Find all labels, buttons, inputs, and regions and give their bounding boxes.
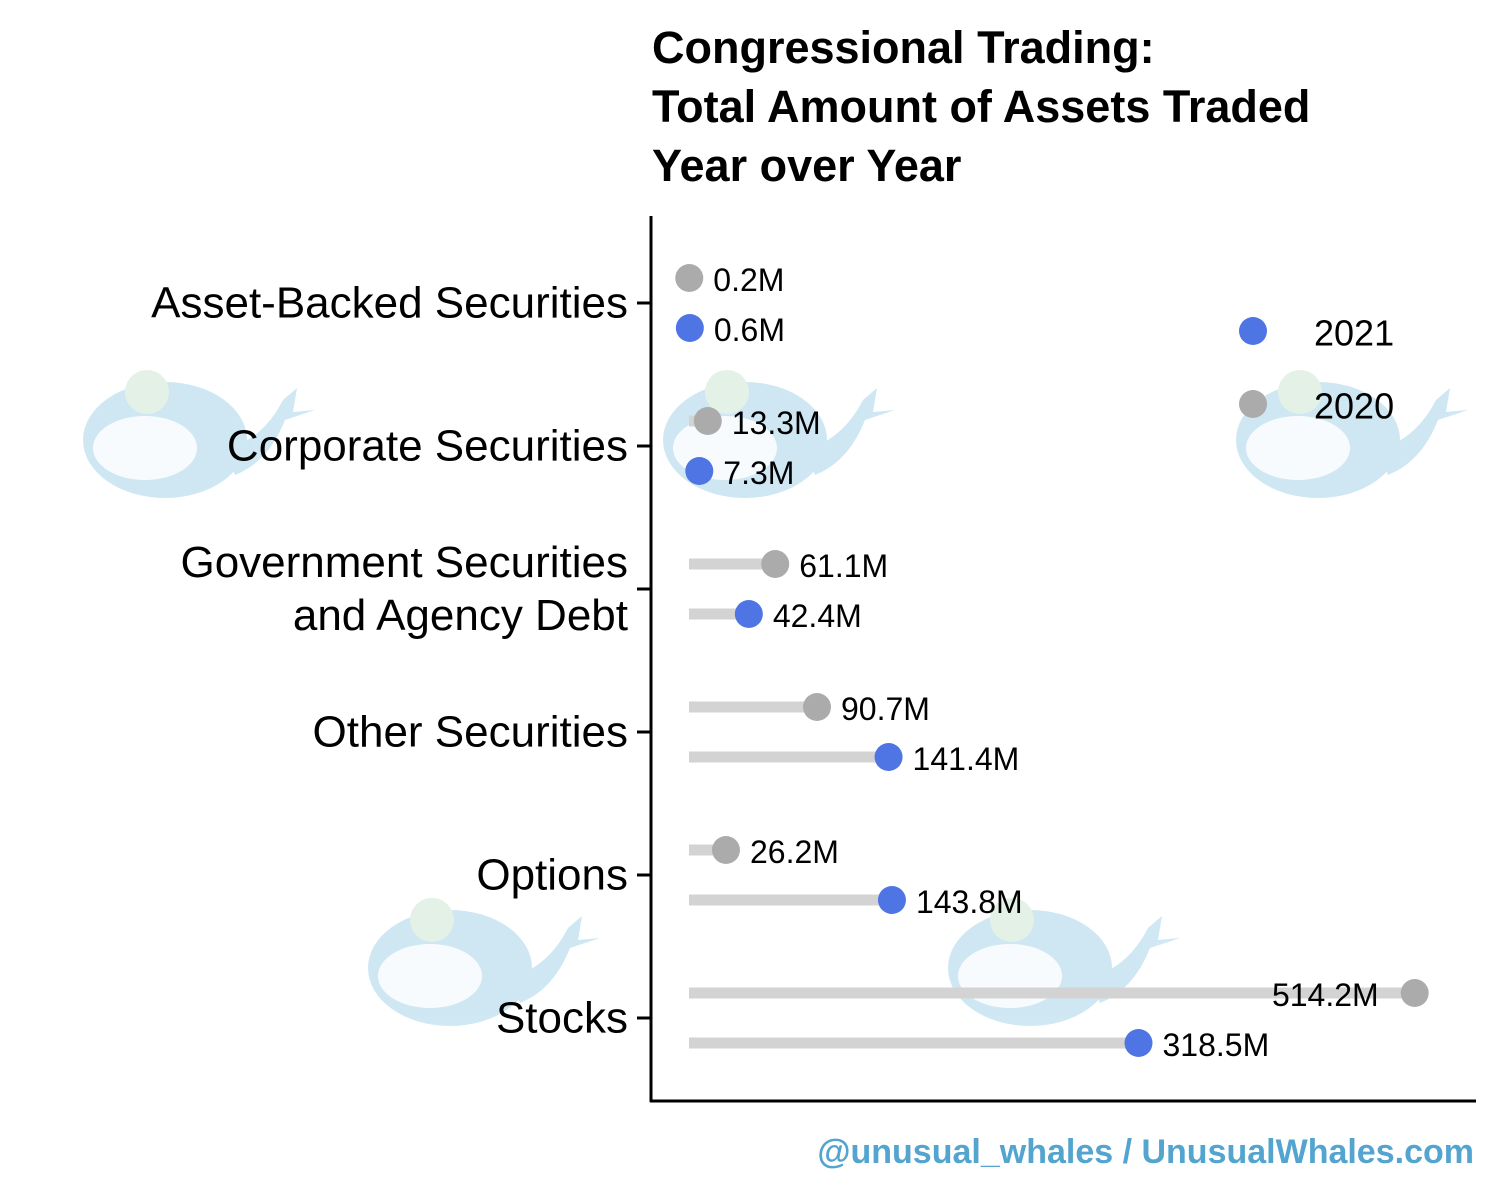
chart-axes <box>649 216 1476 1103</box>
point-2021-other-securities <box>874 743 903 771</box>
data-label-2020-corporate-securities: 13.3M <box>732 405 821 441</box>
whale-tail-icon <box>1378 388 1468 475</box>
point-2021-asset-backed-securities <box>675 314 704 342</box>
point-2021-government-securities-and-agency-debt <box>734 600 763 628</box>
whale-watermark-icon-0 <box>83 370 315 498</box>
money-spray-icon <box>410 898 454 942</box>
whale-body-icon <box>83 382 247 498</box>
legend-label-2020: 2020 <box>1314 386 1394 427</box>
whale-mouth-icon <box>93 416 197 480</box>
point-2020-stocks <box>1400 979 1429 1007</box>
point-2020-options <box>711 836 740 864</box>
point-2020-government-securities-and-agency-debt <box>761 550 790 578</box>
point-2021-stocks <box>1124 1029 1153 1057</box>
category-label-government-securities: Government Securities <box>180 538 628 587</box>
category-label-stocks: Stocks <box>496 994 628 1043</box>
category-labels: Asset-Backed Securities Corporate Securit… <box>151 279 651 1043</box>
money-spray-icon <box>705 370 749 414</box>
whale-watermarks <box>83 370 1468 1026</box>
data-label-2021-other-securities: 141.4M <box>913 741 1020 777</box>
whale-body-icon <box>368 910 532 1026</box>
legend-marker-2021 <box>1239 317 1267 345</box>
point-2020-other-securities <box>803 693 832 721</box>
point-2020-asset-backed-securities <box>675 264 704 292</box>
whale-watermark-icon-2 <box>1236 370 1468 498</box>
data-label-2020-asset-backed-securities: 0.2M <box>713 262 784 298</box>
data-label-2021-stocks: 318.5M <box>1163 1027 1270 1063</box>
whale-mouth-icon <box>1246 416 1350 480</box>
category-label-other-securities: Other Securities <box>313 708 628 757</box>
point-2021-corporate-securities <box>685 457 714 485</box>
whale-mouth-icon <box>378 944 482 1008</box>
category-label-options: Options <box>476 851 628 900</box>
legend-marker-2020 <box>1239 390 1267 418</box>
data-marks: 0.2M 13.3M 61.1M 90.7M 26.2M 514.2M 0.6M 7.3M 42… <box>675 262 1429 1063</box>
whale-tail-icon <box>805 388 895 475</box>
legend-label-2021: 2021 <box>1314 313 1394 354</box>
data-label-2021-options: 143.8M <box>916 884 1023 920</box>
data-label-2020-other-securities: 90.7M <box>841 691 930 727</box>
money-spray-icon <box>990 898 1034 942</box>
chart-title: Congressional Trading: Total Amount of A… <box>652 18 1492 195</box>
whale-tail-icon <box>225 388 315 475</box>
whale-tail-icon <box>510 916 600 1003</box>
category-label-and-agency-debt: and Agency Debt <box>293 591 628 640</box>
data-label-2021-corporate-securities: 7.3M <box>723 455 794 491</box>
whale-watermark-icon-3 <box>368 898 600 1026</box>
whale-body-icon <box>1236 382 1400 498</box>
whale-tail-icon <box>1090 916 1180 1003</box>
point-2021-options <box>877 886 906 914</box>
legend: 2021 2020 <box>1239 313 1394 427</box>
data-label-2020-options: 26.2M <box>750 834 839 870</box>
data-label-2020-stocks: 514.2M <box>1272 977 1379 1013</box>
money-spray-icon <box>1278 370 1322 414</box>
category-label-asset-backed-securities: Asset-Backed Securities <box>151 279 628 328</box>
money-spray-icon <box>125 370 169 414</box>
point-2020-corporate-securities <box>693 407 722 435</box>
chart-title-line-1: Congressional Trading: <box>652 22 1155 73</box>
chart-title-line-2: Total Amount of Assets Traded <box>652 81 1311 132</box>
category-label-corporate-securities: Corporate Securities <box>227 422 628 471</box>
chart-title-line-3: Year over Year <box>652 140 962 191</box>
source-credit: @unusual_whales / UnusualWhales.com <box>817 1133 1474 1171</box>
data-label-2020-government-securities-and-agency-debt: 61.1M <box>799 548 888 584</box>
data-label-2021-government-securities-and-agency-debt: 42.4M <box>773 598 862 634</box>
data-label-2021-asset-backed-securities: 0.6M <box>714 312 785 348</box>
